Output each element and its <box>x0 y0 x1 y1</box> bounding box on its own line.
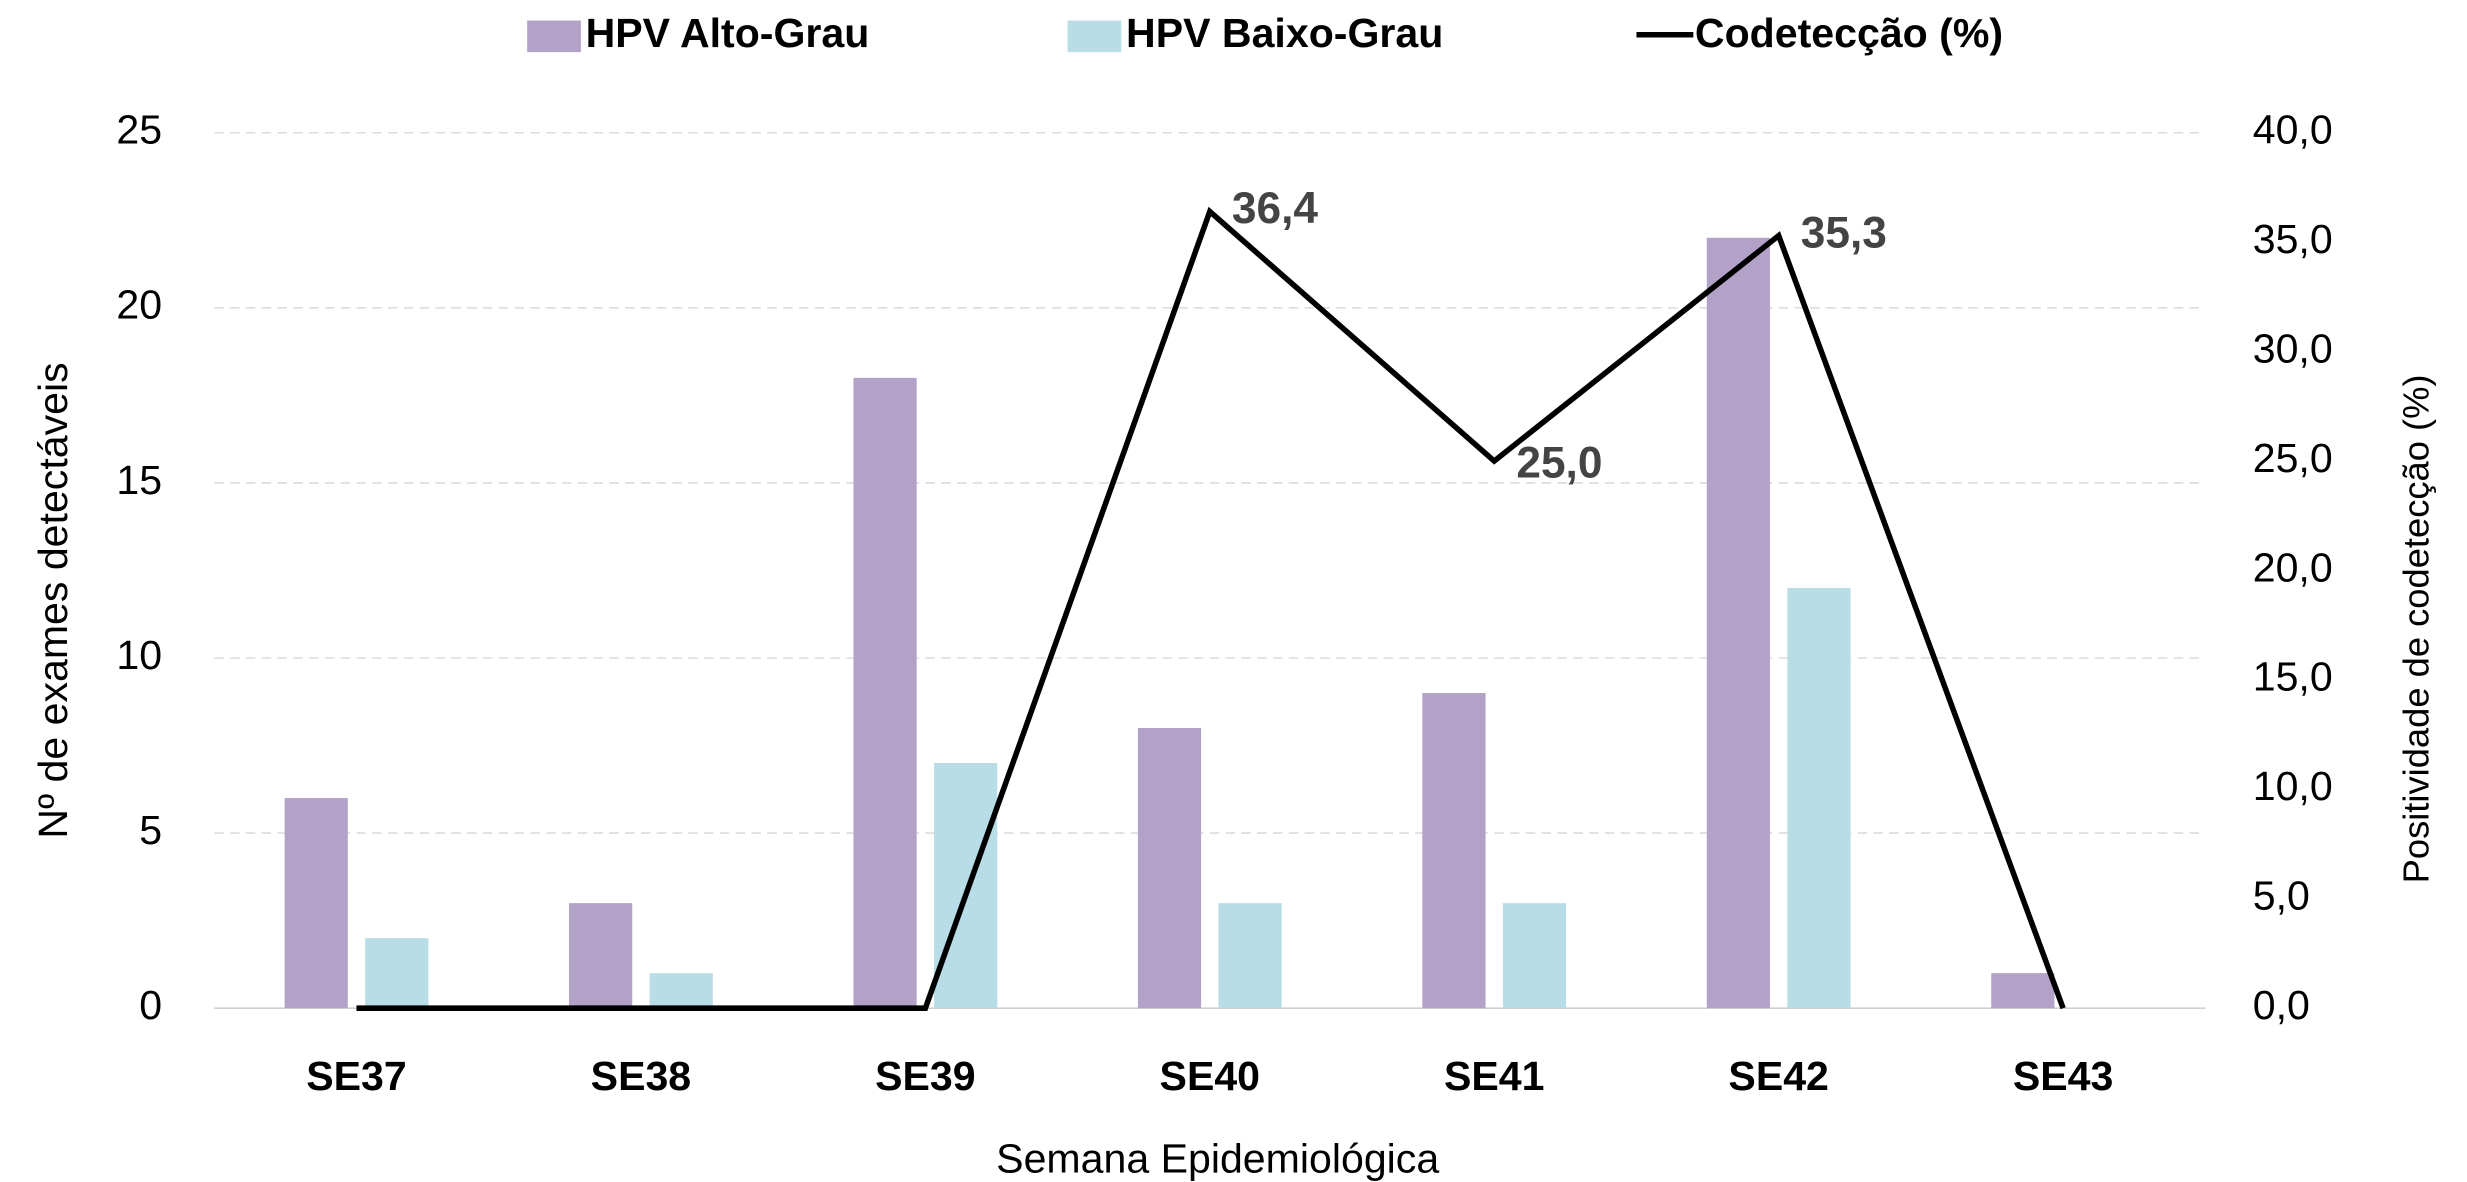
x-axis-title: Semana Epidemiológica <box>996 1135 1439 1181</box>
y2-tick-label: 35,0 <box>2253 216 2333 262</box>
data-label: 36,4 <box>1232 184 1318 233</box>
y2-tick-label: 30,0 <box>2253 325 2333 371</box>
bar <box>1706 237 1770 1009</box>
legend-label: HPV Alto-Grau <box>586 10 870 56</box>
bar <box>569 903 633 1009</box>
bar <box>1502 903 1567 1009</box>
y-tick-label: 20 <box>116 282 162 328</box>
y2-tick-label: 0,0 <box>2253 982 2310 1028</box>
bar <box>1991 973 2055 1009</box>
legend-swatch <box>1067 20 1122 53</box>
bar <box>934 763 998 1009</box>
y-tick-label: 10 <box>116 632 162 678</box>
bar <box>1787 587 1851 1009</box>
bar <box>284 798 348 1009</box>
data-label: 25,0 <box>1516 438 1602 487</box>
bar <box>853 377 917 1009</box>
bar <box>1137 728 1202 1009</box>
x-tick-label: SE39 <box>875 1053 976 1099</box>
y2-tick-label: 40,0 <box>2253 107 2333 153</box>
y2-axis-title: Positividade de codetecção (%) <box>2395 374 2436 883</box>
bar <box>1218 903 1282 1009</box>
x-tick-label: SE43 <box>2013 1053 2113 1099</box>
bar <box>1422 693 1486 1009</box>
legend-label: HPV Baixo-Grau <box>1126 10 1443 56</box>
y2-tick-label: 20,0 <box>2253 544 2333 590</box>
y-tick-label: 0 <box>139 982 162 1028</box>
x-tick-label: SE41 <box>1444 1053 1545 1099</box>
y2-tick-label: 10,0 <box>2253 763 2333 809</box>
x-tick-label: SE37 <box>306 1053 407 1099</box>
x-tick-label: SE38 <box>591 1053 692 1099</box>
y2-tick-label: 5,0 <box>2253 873 2310 919</box>
y-tick-label: 15 <box>116 457 162 503</box>
data-label: 35,3 <box>1801 208 1887 257</box>
x-tick-label: SE42 <box>1728 1053 1829 1099</box>
line <box>356 206 2066 1011</box>
y-tick-label: 25 <box>116 107 162 153</box>
y-axis-title: Nº de exames detectáveis <box>30 362 76 838</box>
legend-label: Codetecção (%) <box>1695 10 2003 56</box>
bar <box>365 938 429 1009</box>
y-tick-label: 5 <box>139 807 162 853</box>
legend-swatch <box>527 20 581 53</box>
y2-tick-label: 25,0 <box>2253 435 2333 481</box>
x-tick-label: SE40 <box>1160 1053 1261 1099</box>
bar <box>649 973 713 1009</box>
y2-tick-label: 15,0 <box>2253 654 2333 700</box>
